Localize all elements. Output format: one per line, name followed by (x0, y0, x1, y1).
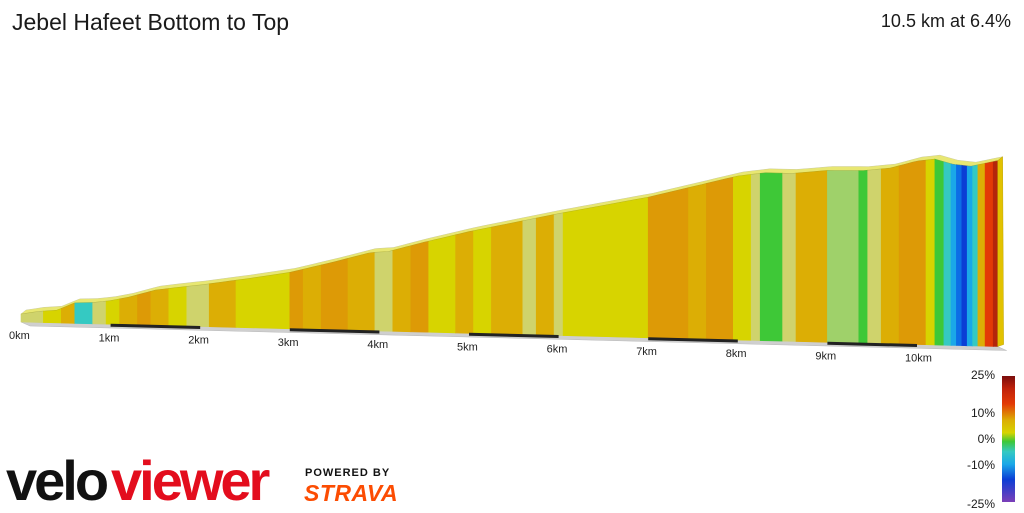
svg-text:viewer: viewer (111, 452, 270, 508)
km-segment-marker (289, 328, 380, 334)
km-segment-marker (468, 332, 559, 338)
x-tick-label: 9km (815, 350, 836, 362)
gradient-band (186, 283, 210, 328)
x-tick-label: 7km (636, 346, 657, 358)
gradient-band (410, 240, 429, 333)
km-segment-marker (110, 323, 201, 329)
legend-label-minus25: -25% (966, 497, 995, 511)
x-tick-label: 10km (905, 353, 932, 365)
svg-text:velo: velo (6, 452, 108, 508)
x-tick-label: 5km (457, 341, 478, 353)
gradient-band (302, 264, 322, 330)
gradient-band (867, 168, 882, 344)
gradient-band (289, 268, 304, 330)
gradient-band (934, 158, 945, 346)
gradient-band (137, 290, 152, 326)
gradient-band (347, 251, 376, 332)
x-tick-label: 6km (547, 344, 568, 356)
gradient-band (320, 257, 349, 331)
gradient-band (374, 249, 394, 332)
gradient-band (880, 165, 900, 345)
gradient-band (943, 161, 952, 346)
gradient-band (961, 164, 968, 347)
legend-label-25: 25% (970, 368, 995, 382)
gradient-band (972, 164, 979, 347)
gradient-band (956, 164, 963, 346)
gradient-band (733, 174, 752, 341)
km-segment-marker (648, 337, 738, 343)
gradient-band (562, 196, 649, 339)
gradient-band (105, 298, 120, 325)
gradient-band (208, 279, 237, 328)
gradient-band (647, 187, 689, 340)
gradient-band (759, 172, 783, 342)
gradient-band (535, 214, 555, 336)
gradient-band (950, 163, 957, 346)
segment-summary: 10.5 km at 6.4% (880, 11, 1011, 31)
gradient-band (491, 220, 524, 335)
x-tick-label: 4km (367, 339, 388, 351)
gradient-band (992, 160, 998, 347)
page-title: Jebel Hafeet Bottom to Top (12, 9, 290, 35)
gradient-band (898, 159, 927, 346)
gradient-band (553, 212, 564, 336)
gradient-band (235, 272, 291, 330)
gradient-band (827, 170, 860, 344)
powered-by-label: POWERED BY (305, 467, 391, 479)
x-tick-label: 1km (99, 332, 120, 344)
gradient-band (795, 170, 828, 343)
x-tick-label: 0km (9, 330, 30, 342)
gradient-band (688, 183, 707, 340)
strava-logo[interactable]: STRAVA (304, 480, 399, 506)
gradient-band (473, 226, 492, 335)
km-segment-marker (827, 341, 918, 347)
gradient-band (74, 302, 93, 325)
gradient-band (522, 217, 537, 336)
gradient-band (150, 288, 170, 327)
gradient-band (119, 294, 138, 326)
legend-label-10: 10% (970, 406, 995, 420)
gradient-band (455, 230, 474, 334)
legend-label-0: 0% (977, 432, 995, 446)
gradient-band (925, 158, 936, 346)
gradient-band (706, 176, 734, 341)
gradient-band (428, 234, 456, 334)
gradient-band (782, 172, 797, 342)
gradient-band (392, 245, 412, 333)
x-tick-label: 2km (188, 335, 209, 347)
gradient-band (966, 165, 973, 347)
x-tick-label: 3km (278, 337, 299, 349)
gradient-band (858, 169, 868, 344)
veloviewer-logo[interactable]: velo viewer (6, 449, 296, 513)
gradient-band (168, 286, 188, 327)
gradient-band (977, 162, 986, 347)
gradient-band (984, 161, 994, 347)
x-tick-label: 8km (726, 348, 747, 360)
gradient-band (92, 300, 107, 325)
gradient-band (750, 172, 761, 341)
gradient-legend-bar (1002, 376, 1015, 502)
legend-label-minus10: -10% (966, 458, 995, 472)
profile-end-cap (997, 156, 1004, 347)
